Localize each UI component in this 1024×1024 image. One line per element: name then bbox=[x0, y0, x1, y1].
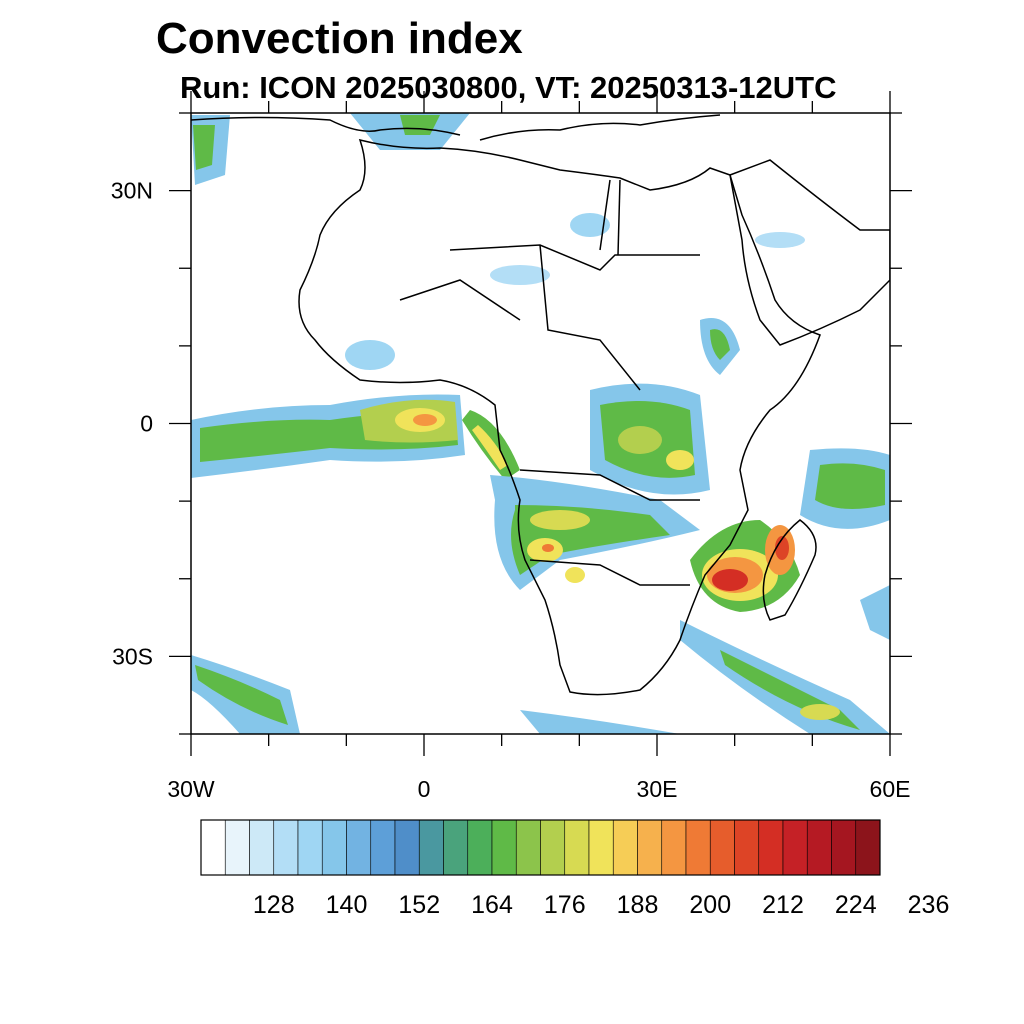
colorbar-frame bbox=[200, 819, 881, 876]
colorbar-swatch bbox=[661, 819, 687, 876]
colorbar-swatch bbox=[685, 819, 711, 876]
colorbar-swatch bbox=[855, 819, 881, 876]
lat-tick-label: 0 bbox=[140, 411, 153, 437]
colorbar-swatch bbox=[321, 819, 347, 876]
colorbar-label: 152 bbox=[398, 891, 440, 919]
colorbar-label: 224 bbox=[835, 891, 877, 919]
colorbar-swatch bbox=[200, 819, 226, 876]
lon-tick-label: 60E bbox=[870, 776, 911, 802]
colorbar-label: 200 bbox=[689, 891, 731, 919]
colorbar-swatch bbox=[709, 819, 735, 876]
colorbar-swatch bbox=[782, 819, 808, 876]
colorbar: 128 140 152 164 176 188 200 212 224 236 bbox=[200, 819, 950, 919]
colorbar-swatch bbox=[806, 819, 832, 876]
colorbar-swatch bbox=[540, 819, 566, 876]
colorbar-swatch bbox=[515, 819, 541, 876]
lat-tick-label: 30N bbox=[111, 178, 153, 204]
colorbar-swatch bbox=[249, 819, 275, 876]
colorbar-swatch bbox=[491, 819, 517, 876]
lon-tick-label: 30W bbox=[167, 776, 215, 802]
colorbar-swatch bbox=[346, 819, 372, 876]
colorbar-swatch bbox=[637, 819, 663, 876]
colorbar-swatch bbox=[831, 819, 857, 876]
colorbar-swatch bbox=[467, 819, 493, 876]
colorbar-label: 176 bbox=[544, 891, 586, 919]
colorbar-swatch bbox=[443, 819, 469, 876]
colorbar-swatch bbox=[297, 819, 323, 876]
lon-tick-label: 0 bbox=[418, 776, 431, 802]
colorbar-swatch bbox=[418, 819, 444, 876]
colorbar-label: 128 bbox=[253, 891, 295, 919]
chart-title: Convection index bbox=[156, 14, 523, 63]
coastlines-and-borders bbox=[191, 114, 890, 696]
colorbar-label: 140 bbox=[326, 891, 368, 919]
run-subtitle: Run: ICON 2025030800, VT: 20250313-12UTC bbox=[180, 70, 837, 105]
colorbar-label: 164 bbox=[471, 891, 513, 919]
lat-tick-label: 30S bbox=[112, 643, 153, 669]
colorbar-swatch bbox=[224, 819, 250, 876]
colorbar-swatch bbox=[758, 819, 784, 876]
colorbar-swatch bbox=[588, 819, 614, 876]
colorbar-swatch bbox=[564, 819, 590, 876]
colorbar-swatch bbox=[273, 819, 299, 876]
colorbar-swatch bbox=[370, 819, 396, 876]
map-axes: 30N 0 30S 30W 0 30E 60E bbox=[111, 91, 912, 802]
colorbar-label: 212 bbox=[762, 891, 804, 919]
colorbar-label: 236 bbox=[908, 891, 950, 919]
colorbar-swatch bbox=[394, 819, 420, 876]
colorbar-swatch bbox=[612, 819, 638, 876]
colorbar-label: 188 bbox=[617, 891, 659, 919]
lon-tick-label: 30E bbox=[637, 776, 678, 802]
convection-field bbox=[191, 113, 890, 734]
colorbar-swatch bbox=[734, 819, 760, 876]
